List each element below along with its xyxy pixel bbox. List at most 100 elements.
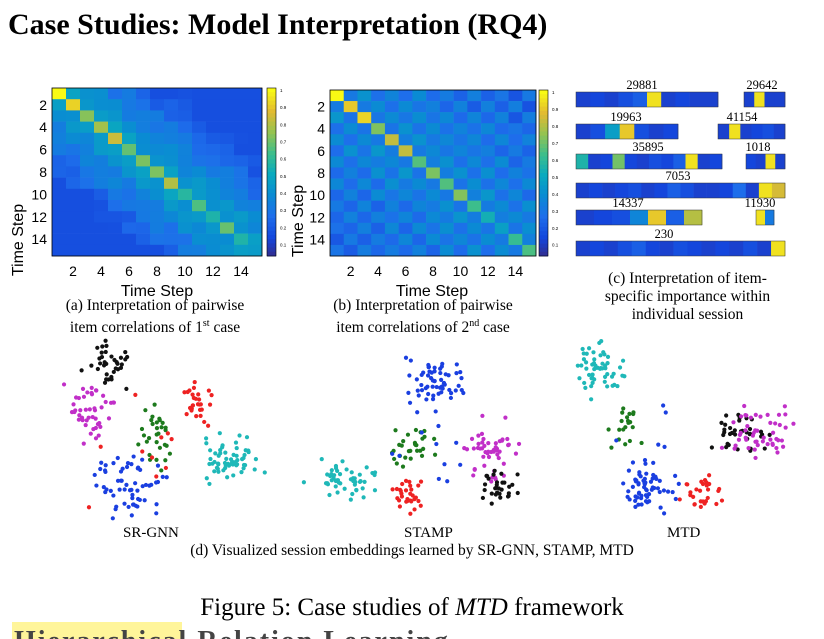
heatmap-cell [343,156,358,168]
embedding-point [489,491,494,496]
embedding-point [143,482,149,488]
embedding-point [415,410,420,415]
embedding-point [123,357,128,362]
embedding-point [482,482,488,487]
heatmap-cell [248,177,263,190]
colorbar-tick: 0.1 [552,243,559,248]
session-item-cell [648,210,667,225]
heatmap-cell [66,222,81,234]
embedding-point [197,402,202,407]
heatmap-cell [122,200,137,212]
embedding-point [476,441,481,447]
embedding-point [751,430,756,436]
session-item-cell [754,92,765,107]
embedding-point [416,483,421,488]
embedding-point [390,451,395,456]
embedding-point [333,484,338,489]
heatmap-cell [150,88,165,100]
heatmap-cell [234,144,249,156]
heatmap-cell [330,222,345,235]
embedding-point [233,459,238,465]
session-item-cell [632,92,648,107]
embedding-point [770,430,776,435]
session-item-id: 41154 [727,110,759,124]
embedding-point [103,469,108,475]
session-item-cell [590,92,605,107]
embedding-point [372,488,378,493]
heatmap-cell [52,177,67,190]
heatmap-cell [467,101,482,113]
embedding-point [497,449,502,454]
heatmap-cell [398,112,413,124]
embedding-point [403,488,409,493]
session-item-cell [703,92,719,107]
colorbar-segment [267,176,276,181]
embedding-point [102,380,108,385]
heatmap-1st-case: 2 4 6 8 10 12 14 2 4 6 8 10 12 14 1 0.9 0.8 0.7 0.6 0.5 0.… [10,87,287,300]
embedding-point [438,370,443,376]
heatmap-cell [357,145,372,157]
heatmap-cell [206,88,221,100]
heatmap-cell [52,233,67,246]
heatmap-cell [330,178,345,190]
session-item-cell [771,241,786,256]
heatmap-cell [453,101,468,113]
heatmap-cell [330,112,345,124]
heatmap-cell [453,134,468,146]
heatmap-ytick: 12 [309,209,325,225]
heatmap-cell [494,244,509,257]
heatmap-cell [94,144,109,156]
embedding-point [93,388,99,393]
colorbar-segment [267,184,276,190]
heatmap-cell [508,189,523,201]
embedding-point [760,439,765,444]
heatmap-cell [508,101,523,113]
heatmap-cell [453,244,468,257]
heatmap-cell [122,166,137,178]
session-item-cell [744,92,755,107]
heatmap-cell [330,101,345,113]
heatmap-cell [220,244,235,257]
embedding-point [655,486,661,491]
embedding-point [758,429,764,434]
embedding-point [114,359,119,365]
heatmap-cell [206,211,221,223]
embedding-point [577,376,582,381]
colorbar-segment [267,197,276,202]
heatmap-cell [343,211,358,224]
heatmap-cell [52,144,67,156]
heatmap-cell [66,155,81,167]
heatmap-cell [150,121,165,134]
heatmap-cell [136,110,151,122]
embedding-point [737,418,742,423]
heatmap-cell [330,167,345,179]
heatmap-cell [426,178,441,190]
embedding-point [704,483,709,488]
heatmap-cell [80,211,95,223]
embedding-point [133,481,138,486]
heatmap-cell [136,222,151,234]
session-item-cell [588,154,601,169]
embedding-point [770,441,775,446]
embedding-point [677,497,682,502]
colorbar-tick: 0.8 [280,122,287,127]
heatmap-cell [150,155,165,167]
heatmap-cell [234,110,249,122]
embedding-point [431,393,436,398]
embedding-point [103,489,108,495]
heatmap-cell [80,110,95,122]
embedding-point [122,487,127,492]
session-item-id: 7053 [666,169,691,183]
heatmap-cell [481,167,496,179]
embedding-point [714,501,719,507]
heatmap-cell [108,110,123,122]
session-item-id: 29642 [746,78,777,92]
heatmap-cell [80,166,95,178]
heatmap-cell [136,155,151,167]
embedding-point [197,397,202,402]
heatmap-xtick: 6 [402,263,410,279]
colorbar-segment [539,210,548,215]
heatmap-cell [439,145,454,157]
embedding-point [439,377,444,382]
session-item-cell [641,183,655,198]
